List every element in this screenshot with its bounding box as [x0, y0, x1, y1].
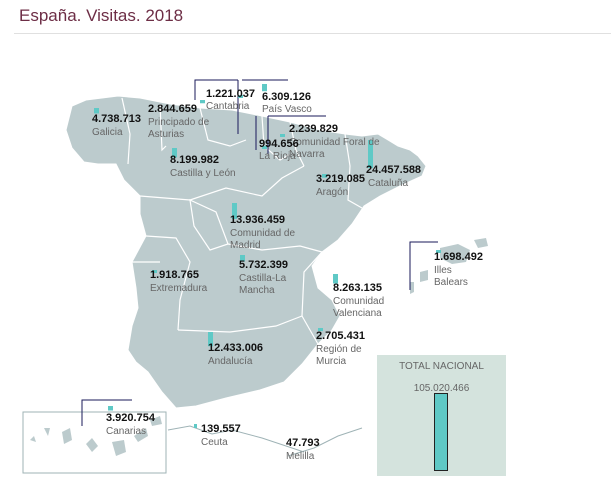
- castilla-la-mancha-bar: [240, 255, 245, 262]
- valenciana-bar: [333, 274, 338, 284]
- valenciana-name: Valenciana: [333, 308, 382, 319]
- canary-inset-frame: [22, 411, 167, 474]
- balearic-islands-shape: [410, 238, 488, 294]
- andalucia-bar: [208, 332, 213, 347]
- region-labels: 4.738.713 Galicia 2.844.659 Principado deAs…: [92, 88, 483, 462]
- ceuta-name: Ceuta: [201, 437, 228, 448]
- navarra-bar: [280, 134, 285, 137]
- navarra-value: 2.239.829: [289, 123, 338, 135]
- madrid-bar: [232, 203, 237, 219]
- canarias-name: Canarias: [106, 426, 146, 437]
- baleares-name: Balears: [434, 277, 468, 288]
- region-borders: [121, 97, 363, 345]
- page-title: España. Visitas. 2018: [19, 6, 184, 25]
- murcia-name: Murcia: [316, 356, 346, 367]
- canary-islands-shape: [30, 416, 162, 456]
- valenciana-value: 8.263.135: [333, 282, 382, 294]
- melilla-value: 47.793: [286, 437, 320, 449]
- cataluna-bar: [368, 140, 373, 168]
- galicia-bar: [94, 108, 99, 114]
- murcia-value: 2.705.431: [316, 330, 365, 342]
- cataluna-name: Cataluña: [368, 178, 408, 189]
- baleares-name: Illes: [434, 265, 452, 276]
- aragon-value: 3.219.085: [316, 173, 365, 185]
- melilla-name: Melilla: [286, 451, 315, 462]
- extremadura-bar: [152, 270, 157, 273]
- leader-lines: [81, 79, 438, 426]
- asturias-name: Principado de: [148, 117, 210, 128]
- pais-vasco-name: País Vasco: [262, 104, 312, 115]
- aragon-name: Aragón: [316, 187, 348, 198]
- pais-vasco-value: 6.309.126: [262, 91, 311, 103]
- la-rioja-value: 994.656: [259, 138, 299, 150]
- castilla-la-mancha-name: Mancha: [239, 285, 275, 296]
- pais-vasco-bar: [262, 84, 267, 92]
- asturias-bar: [200, 100, 205, 104]
- andalucia-value: 12.433.006: [208, 342, 263, 354]
- canarias-bar: [108, 406, 113, 411]
- aragon-bar: [322, 174, 327, 178]
- castilla-la-mancha-name: Castilla-La: [239, 273, 287, 284]
- navarra-name: Navarra: [289, 149, 325, 160]
- valenciana-name: Comunidad: [333, 296, 384, 307]
- total-nacional-bar: [434, 393, 448, 471]
- value-bars: [94, 84, 441, 411]
- la-rioja-name: La Rioja: [259, 151, 296, 162]
- mainland-spain-shape: [65, 95, 427, 409]
- baleares-bar: [436, 250, 441, 253]
- asturias-name: Asturias: [148, 129, 184, 140]
- castilla-la-mancha-value: 5.732.399: [239, 259, 288, 271]
- galicia-name: Galicia: [92, 127, 123, 138]
- madrid-name: Comunidad de: [230, 228, 295, 239]
- navarra-name: Comunidad Foral de: [289, 137, 380, 148]
- total-nacional-label: TOTAL NACIONAL: [399, 361, 484, 372]
- ceuta-value: 139.557: [201, 423, 241, 435]
- melilla-coast: [287, 427, 363, 457]
- madrid-value: 13.936.459: [230, 214, 285, 226]
- galicia-value: 4.738.713: [92, 113, 141, 125]
- extremadura-value: 1.918.765: [150, 269, 199, 281]
- la-rioja-bar: [262, 146, 267, 149]
- ceuta-coast: [167, 425, 305, 453]
- extremadura-name: Extremadura: [150, 283, 208, 294]
- castilla-leon-bar: [172, 148, 177, 158]
- total-nacional-panel: TOTAL NACIONAL 105.020.466: [377, 355, 506, 476]
- castilla-leon-value: 8.199.982: [170, 154, 219, 166]
- baleares-value: 1.698.492: [434, 251, 483, 263]
- cantabria-name: Cantabria: [206, 101, 250, 112]
- madrid-name: Madrid: [230, 240, 261, 251]
- title-divider: [14, 33, 611, 34]
- cataluna-value: 24.457.588: [366, 164, 421, 176]
- andalucia-name: Andalucía: [208, 356, 253, 367]
- cantabria-value: 1.221.037: [206, 88, 255, 100]
- total-nacional-value: 105.020.466: [413, 383, 470, 394]
- asturias-value: 2.844.659: [148, 103, 197, 115]
- murcia-bar: [318, 328, 323, 332]
- murcia-name: Región de: [316, 344, 362, 355]
- ceuta-marker: [194, 424, 197, 428]
- canarias-value: 3.920.754: [106, 412, 156, 424]
- cantabria-bar: [238, 95, 243, 98]
- castilla-leon-name: Castilla y León: [170, 168, 236, 179]
